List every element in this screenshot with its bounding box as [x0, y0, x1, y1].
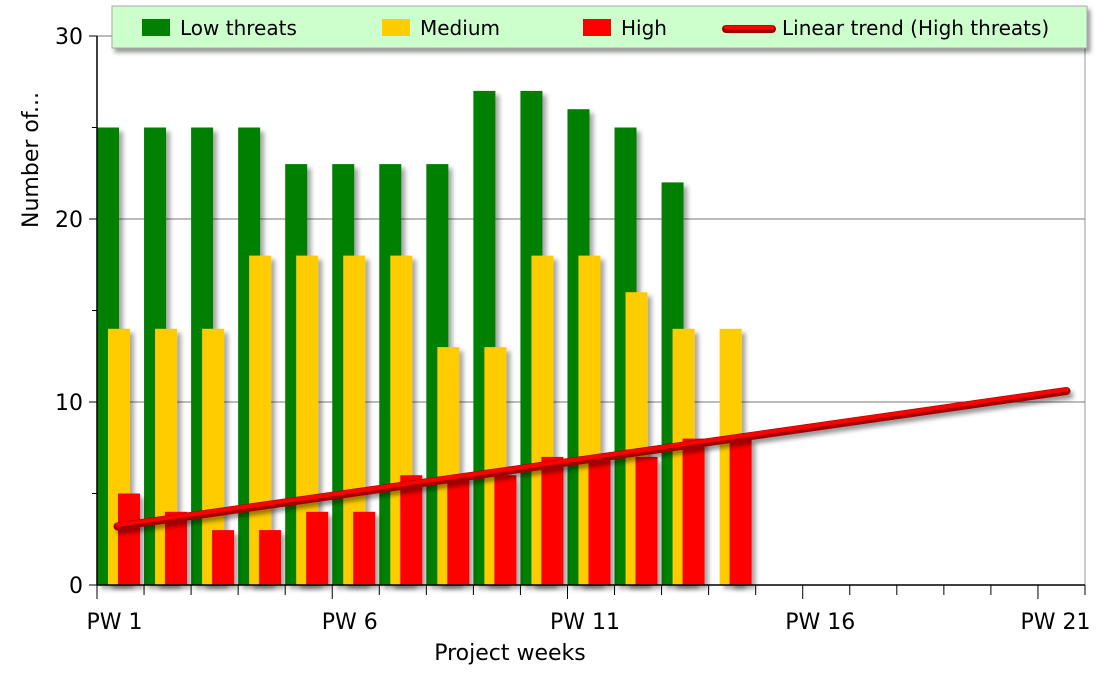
x-tick-label: PW 11 — [550, 610, 620, 635]
bars — [97, 90, 752, 586]
bar-high — [729, 438, 752, 585]
trendline-group — [113, 387, 1071, 531]
x-tick-label: PW 1 — [87, 610, 143, 635]
bar-medium — [202, 328, 225, 585]
x-tick-label: PW 16 — [785, 610, 855, 635]
bar-high — [494, 475, 517, 585]
trendline — [115, 387, 1069, 527]
bar-high — [635, 456, 658, 585]
bar-high — [212, 530, 235, 585]
x-tick-label: PW 6 — [322, 610, 378, 635]
bar-high — [400, 475, 423, 585]
y-tick-label: 30 — [55, 25, 83, 50]
bar-high — [447, 475, 470, 585]
bar-high — [165, 511, 188, 585]
y-tick-label: 0 — [69, 574, 83, 599]
legend-label: Linear trend (High threats) — [782, 16, 1049, 40]
x-tick-label: PW 21 — [1020, 610, 1090, 635]
bar-high — [541, 456, 564, 585]
legend-swatch — [382, 19, 410, 36]
y-tick-label: 20 — [55, 208, 83, 233]
y-tick-label: 10 — [55, 391, 83, 416]
bar-high — [306, 511, 329, 585]
bar-high — [588, 456, 611, 585]
bar-medium — [343, 255, 366, 585]
legend-label: Low threats — [180, 16, 297, 40]
axes: 0 10 20 30 PW 1 PW 6 PW 11 PW 16 PW 21 — [55, 25, 1090, 635]
bar-high — [682, 438, 705, 585]
x-axis-label: Project weeks — [434, 641, 586, 666]
bar-high — [353, 511, 376, 585]
legend-label: Medium — [420, 16, 500, 40]
legend-label: High — [621, 16, 667, 40]
legend-swatch — [583, 19, 611, 36]
bar-high — [259, 530, 282, 585]
legend-swatch — [142, 19, 170, 36]
bar-high — [118, 493, 140, 585]
legend: Low threats Medium High Linear trend (High … — [111, 5, 1088, 49]
y-axis-label: Number of... — [19, 92, 44, 228]
